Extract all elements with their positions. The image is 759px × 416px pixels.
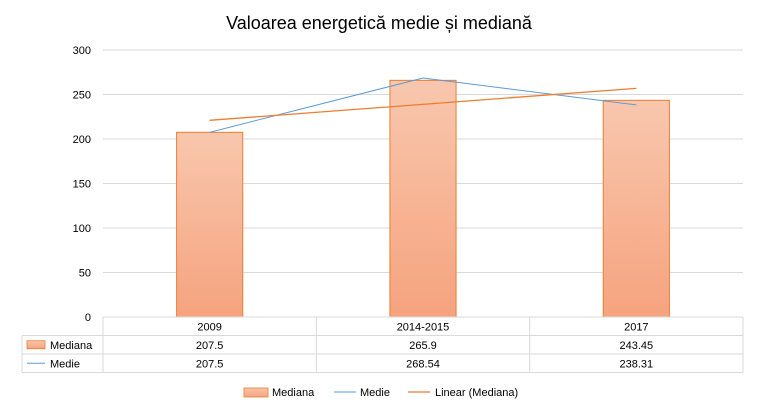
y-tick-label: 200 xyxy=(73,134,91,146)
series-line-medie xyxy=(209,77,637,133)
bar-mediana xyxy=(602,99,670,318)
table-value: 238.31 xyxy=(620,358,654,370)
trendline xyxy=(209,87,637,121)
table-value: 265.9 xyxy=(409,340,437,352)
legend-label: Medie xyxy=(360,387,390,399)
table-value: 207.5 xyxy=(196,340,224,352)
bar-mediana xyxy=(389,79,457,318)
chart-title: Valoarea energetică medie și mediană xyxy=(226,13,533,33)
x-category-label: 2009 xyxy=(197,321,221,333)
legend: Mediana Medie Linear (Mediana) xyxy=(243,387,518,399)
y-tick-label: 150 xyxy=(73,179,91,191)
legend-swatch-mediana xyxy=(243,387,269,398)
table-value: 243.45 xyxy=(620,340,654,352)
y-tick-label: 250 xyxy=(73,90,91,102)
x-category-label: 2014-2015 xyxy=(397,321,450,333)
y-tick-label: 300 xyxy=(73,45,91,57)
y-tick-label: 100 xyxy=(73,223,91,235)
table-value: 207.5 xyxy=(196,358,224,370)
table-value: 268.54 xyxy=(406,358,440,370)
legend-label: Linear (Mediana) xyxy=(435,387,518,399)
data-table: 2009 2014-2015 2017 Mediana 207.5 265.9 243.45… xyxy=(21,316,744,373)
bar-mediana xyxy=(176,131,244,318)
x-category-label: 2017 xyxy=(624,321,648,333)
table-series-label: Medie xyxy=(50,358,80,370)
bars xyxy=(176,79,670,318)
y-axis: 0 50 100 150 200 250 300 xyxy=(73,45,91,324)
table-series-label: Mediana xyxy=(50,340,93,352)
legend-label: Mediana xyxy=(272,387,315,399)
y-tick-label: 0 xyxy=(85,312,91,324)
lines xyxy=(209,77,637,133)
y-tick-label: 50 xyxy=(79,268,91,280)
table-key-mediana xyxy=(26,340,46,350)
